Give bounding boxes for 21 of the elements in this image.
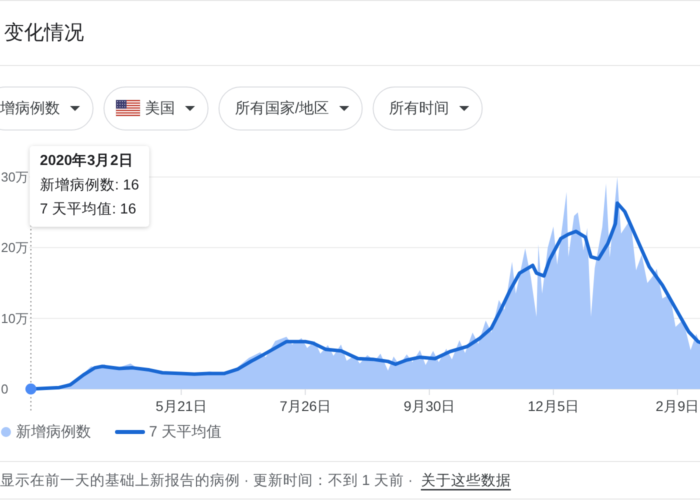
legend-label: 7 天平均值 <box>149 424 222 440</box>
x-tick-label: 2月9日 <box>656 398 700 414</box>
control-label: 所有国家/地区 <box>235 100 330 117</box>
tooltip-text: 7 天平均值: 16 <box>40 202 136 218</box>
link: 关于这些数据 <box>420 473 511 489</box>
x-tick-label: 7月26日 <box>280 398 331 414</box>
tooltip-text: 2020年3月2日 <box>40 153 134 169</box>
tooltip-text: 新增病例数: 16 <box>40 177 140 194</box>
y-tick-label: 0 <box>1 382 8 396</box>
x-tick-label: 12月5日 <box>528 398 580 414</box>
y-tick-label: 20万 <box>1 240 28 256</box>
x-tick-label: 5月21日 <box>156 398 207 414</box>
annotation: 显示在前一天的基础上新报告的病例 · 更新时间：不到 1 天前 · <box>0 473 413 489</box>
control-label: 美国 <box>145 100 175 117</box>
y-tick-label: 10万 <box>1 310 28 326</box>
title: 变化情况 <box>4 22 84 44</box>
y-tick-label: 30万 <box>1 170 28 184</box>
control-label: 所有时间 <box>389 100 450 117</box>
x-tick-label: 9月30日 <box>404 398 456 414</box>
legend-label: 新增病例数 <box>16 424 91 440</box>
control-label: 增病例数 <box>0 100 60 117</box>
